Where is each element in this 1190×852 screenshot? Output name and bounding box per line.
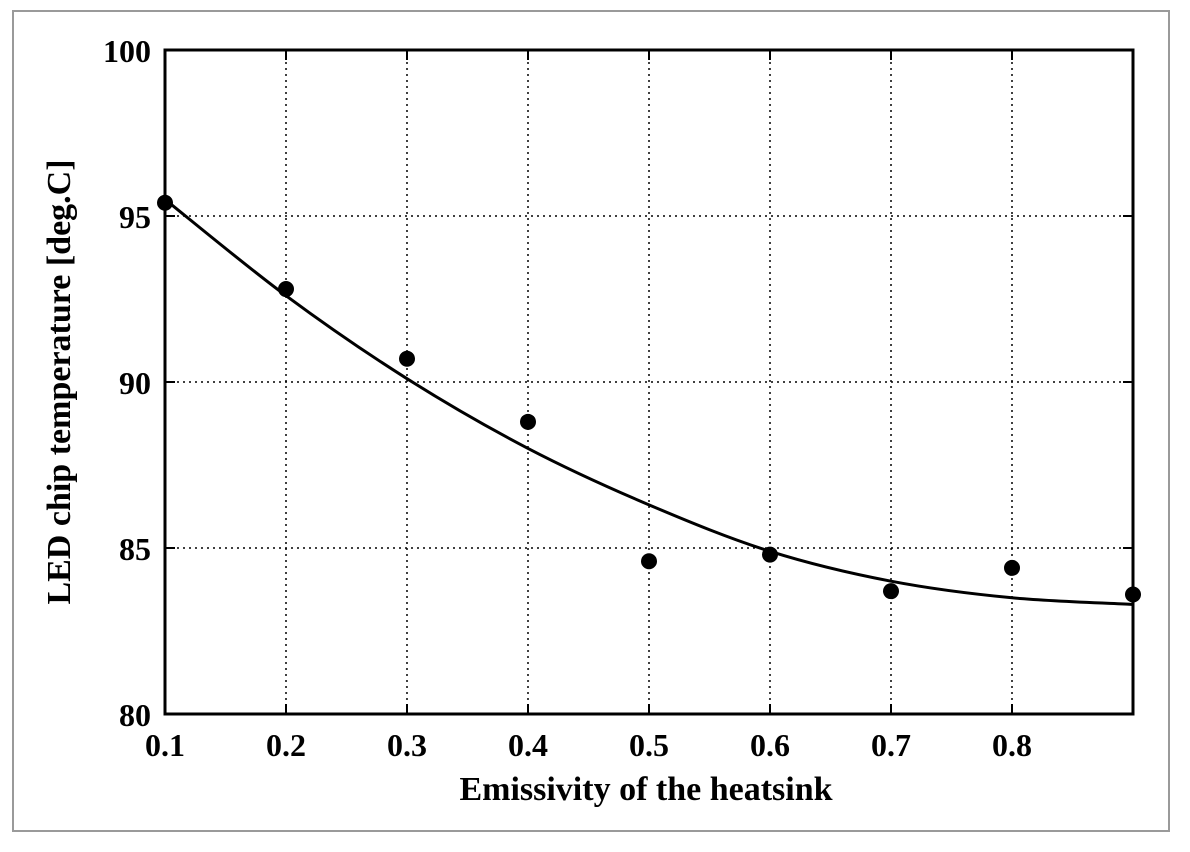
x-tick-label: 0.5 [629, 727, 669, 763]
x-tick-label: 0.7 [871, 727, 911, 763]
x-tick-label: 0.4 [508, 727, 548, 763]
data-point [278, 281, 294, 298]
x-tick-label: 0.8 [992, 727, 1032, 763]
axis-ticks [164, 49, 1133, 715]
x-tick-label: 0.1 [145, 727, 185, 763]
x-tick-label: 0.3 [387, 727, 427, 763]
grid-lines [165, 50, 1133, 714]
fit-curve [164, 198, 1134, 606]
data-point [641, 553, 657, 570]
data-point [157, 194, 173, 211]
x-tick-labels: 0.1 0.2 0.3 0.4 0.5 0.6 0.7 0.8 [145, 727, 1032, 763]
data-point [520, 413, 536, 430]
y-tick-label: 100 [103, 33, 151, 69]
data-points [157, 194, 1141, 603]
x-tick-label: 0.2 [266, 727, 306, 763]
y-axis-label: LED chip temperature [deg.C] [41, 159, 78, 604]
data-point [883, 583, 899, 600]
y-tick-label: 80 [119, 697, 151, 733]
y-tick-label: 95 [119, 199, 151, 235]
y-tick-labels: 80 85 90 95 100 [103, 33, 151, 733]
y-tick-label: 85 [119, 531, 151, 567]
x-axis-label: Emissivity of the heatsink [459, 771, 832, 808]
y-tick-label: 90 [119, 365, 151, 401]
x-tick-label: 0.6 [750, 727, 790, 763]
data-point [762, 546, 778, 563]
data-point [399, 350, 415, 367]
data-point [1125, 586, 1141, 603]
data-point [1004, 559, 1020, 576]
figure-frame [12, 10, 1170, 832]
